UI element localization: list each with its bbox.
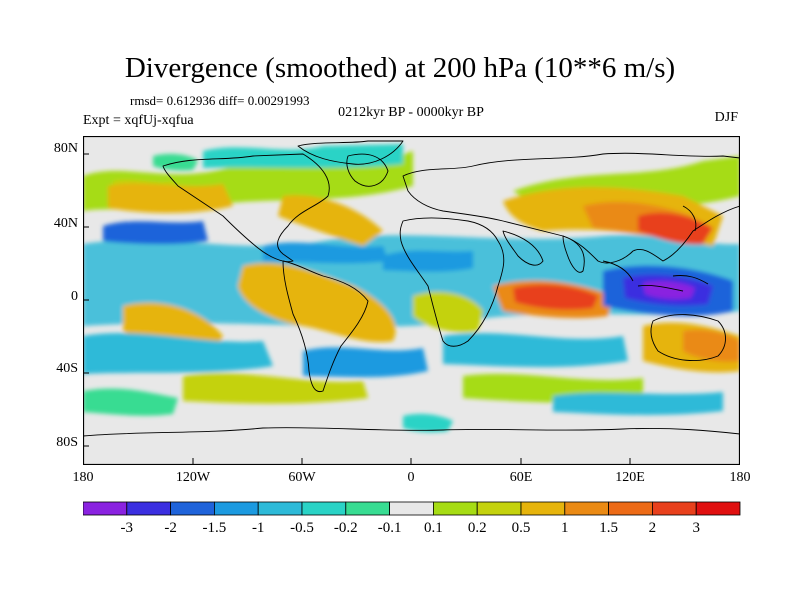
lat-label-80n: 80N	[53, 141, 78, 156]
colorbar-box-12	[608, 501, 653, 516]
lat-label-40s: 40S	[56, 361, 78, 376]
lat-label-0: 0	[71, 289, 78, 304]
lat-label-40n: 40N	[53, 216, 78, 231]
colorbar-label: -3	[120, 520, 134, 536]
experiment-label: Expt = xqfUj-xqfua	[83, 113, 194, 128]
colorbar-box-13	[652, 501, 697, 516]
colorbar-label: 0.5	[511, 520, 531, 536]
lon-label-180e: 180	[729, 470, 751, 485]
rmsd-stats: rmsd= 0.612936 diff= 0.00291993	[130, 93, 310, 108]
colorbar-label: 1.5	[599, 520, 618, 536]
coastlines	[83, 140, 740, 437]
colorbar-box-6	[345, 501, 390, 516]
colorbar-box-7	[389, 501, 434, 516]
lon-label-180w: 180	[72, 470, 94, 485]
colorbar-box-8	[432, 501, 478, 516]
colorbar-box-0	[83, 501, 128, 516]
colorbar-label: -0.2	[333, 520, 358, 536]
colorbar-label: -0.5	[290, 520, 314, 536]
colorbar-box-3	[213, 501, 259, 516]
map-title: Divergence (smoothed) at 200 hPa (10**6 …	[124, 52, 676, 84]
colorbar-box-14	[695, 501, 741, 516]
colorbar-label: -1	[251, 520, 265, 536]
lon-label-120e: 120E	[615, 470, 645, 485]
lat-label-80s: 80S	[56, 435, 78, 450]
colorbar-label: -1.5	[202, 520, 227, 536]
colorbar-box-5	[301, 501, 347, 516]
colorbar-label: 0.1	[424, 520, 443, 536]
map-ticks	[83, 153, 631, 465]
colorbar	[83, 501, 741, 516]
colorbar-label: -2	[164, 520, 177, 536]
colorbar-box-9	[476, 501, 522, 516]
colorbar-box-2	[170, 501, 215, 516]
colorbar-box-10	[520, 501, 566, 516]
colorbar-box-1	[126, 501, 171, 516]
lon-label-60w: 60W	[288, 470, 316, 485]
colorbar-label: -0.1	[377, 520, 402, 536]
colorbar-label: 1	[561, 520, 569, 536]
colorbar-label: 0.2	[467, 520, 487, 536]
lon-label-120w: 120W	[175, 470, 211, 485]
lon-label-0: 0	[407, 470, 415, 485]
season-label: DJF	[714, 110, 738, 125]
divergence-field	[83, 144, 740, 433]
colorbar-label: 3	[692, 520, 700, 536]
colorbar-box-11	[564, 501, 609, 516]
colorbar-box-4	[257, 501, 303, 516]
divergence-map	[83, 136, 740, 465]
colorbar-label: 2	[648, 520, 657, 536]
period-label: 0212kyr BP - 0000kyr BP	[338, 105, 484, 120]
lon-label-60e: 60E	[509, 470, 533, 485]
